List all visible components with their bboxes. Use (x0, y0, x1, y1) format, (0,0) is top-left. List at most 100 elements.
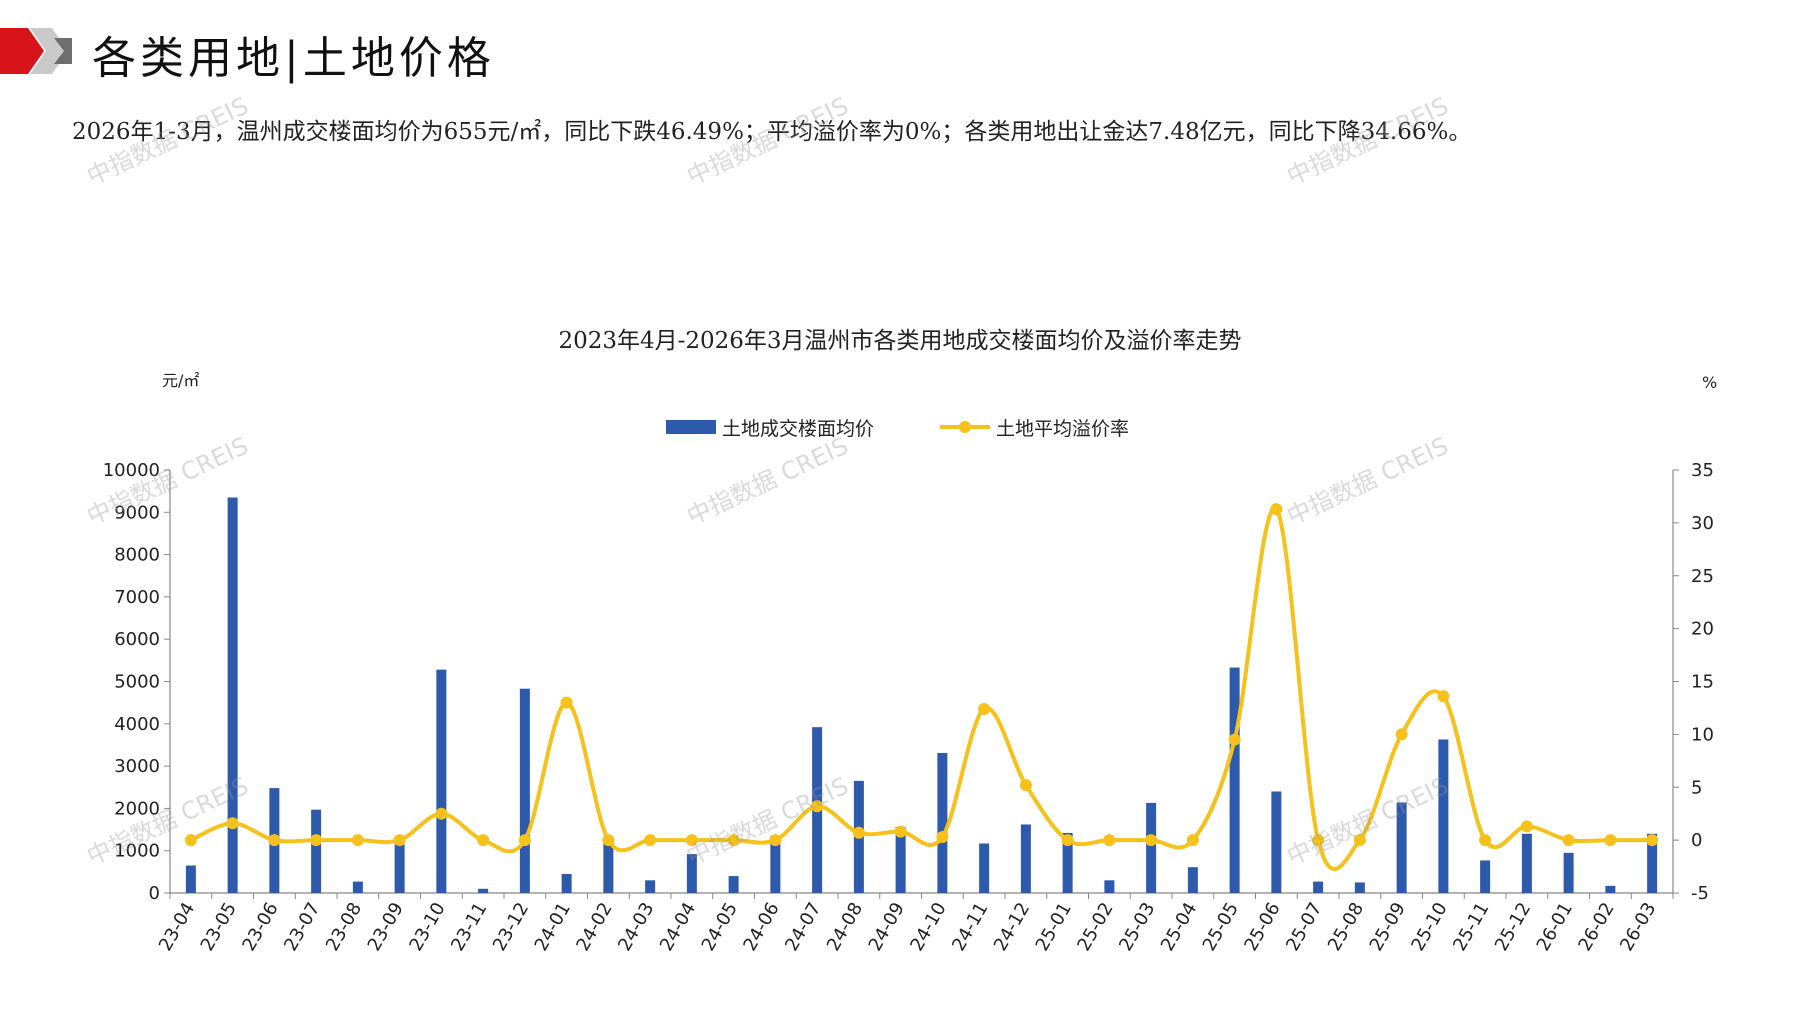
premium-rate-point (518, 834, 531, 847)
premium-rate-point (393, 834, 406, 847)
legend-bar-swatch (666, 420, 716, 434)
price-bar (185, 865, 196, 893)
price-bar (770, 835, 781, 893)
price-bar (519, 688, 530, 893)
price-bar (1354, 882, 1365, 893)
page-title: 各类用地|土地价格 (92, 33, 495, 84)
x-tick-label: 24-03 (614, 899, 658, 955)
x-tick-label: 25-03 (1115, 899, 1159, 955)
x-tick-label: 25-11 (1449, 899, 1493, 955)
right-tick-label: 15 (1691, 672, 1714, 693)
price-bar (1187, 867, 1198, 893)
x-tick-label: 25-09 (1366, 899, 1410, 955)
price-bar (478, 888, 489, 893)
premium-rate-point (978, 702, 991, 715)
price-bar (979, 843, 990, 893)
premium-rate-point (602, 834, 615, 847)
price-bar (1271, 791, 1282, 893)
premium-rate-point (1353, 834, 1366, 847)
premium-rate-point (477, 834, 490, 847)
premium-rate-point (184, 834, 197, 847)
left-tick-label: 5000 (114, 672, 160, 693)
premium-rate-point (226, 817, 239, 830)
x-tick-label: 25-07 (1282, 899, 1326, 955)
left-tick-label: 2000 (114, 798, 160, 819)
x-tick-label: 24-07 (781, 899, 825, 955)
price-bar (645, 880, 656, 893)
right-tick-label: 5 (1691, 777, 1702, 798)
price-bar (1396, 802, 1407, 893)
price-bar (1480, 860, 1491, 893)
premium-rate-point (435, 807, 448, 820)
x-tick-label: 24-10 (906, 899, 950, 955)
right-tick-label: 0 (1691, 830, 1702, 851)
x-tick-label: 25-05 (1199, 899, 1243, 955)
x-tick-label: 24-01 (531, 899, 575, 955)
right-tick-label: 25 (1691, 566, 1714, 587)
premium-rate-point (1019, 779, 1032, 792)
premium-rate-line (190, 506, 1653, 871)
legend-bar-label: 土地成交楼面均价 (722, 418, 874, 440)
price-bar (895, 827, 906, 893)
price-bar (352, 881, 363, 893)
summary-text: 2026年1-3月，温州成交楼面均价为655元/㎡，同比下跌46.49%；平均溢… (72, 119, 1472, 145)
left-tick-label: 10000 (103, 460, 160, 481)
premium-rate-point (1646, 834, 1659, 847)
price-bar (686, 854, 697, 893)
x-tick-label: 23-07 (280, 899, 324, 955)
legend: 土地成交楼面均价 土地平均溢价率 (666, 418, 1129, 440)
right-tick-label: -5 (1691, 883, 1709, 904)
price-bar (1521, 833, 1532, 893)
premium-rate-point (1186, 834, 1199, 847)
left-tick-label: 8000 (114, 545, 160, 566)
x-tick-label: 24-04 (656, 899, 700, 955)
premium-rate-point (1604, 834, 1617, 847)
x-tick-label: 24-08 (823, 899, 867, 955)
left-tick-label: 9000 (114, 502, 160, 523)
chart-title: 2023年4月-2026年3月温州市各类用地成交楼面均价及溢价率走势 (558, 328, 1241, 354)
price-bar (1062, 832, 1073, 893)
left-tick-label: 4000 (114, 714, 160, 735)
x-tick-label: 23-12 (489, 899, 533, 955)
price-bar (1647, 833, 1658, 893)
premium-rate-point (936, 830, 949, 843)
right-tick-label: 20 (1691, 619, 1714, 640)
premium-rate-point (1520, 820, 1533, 833)
x-tick-label: 24-05 (698, 899, 742, 955)
premium-rate-point (1395, 728, 1408, 741)
left-axis-unit: 元/㎡ (162, 371, 199, 390)
price-bar (311, 809, 322, 893)
premium-rate-point (351, 834, 364, 847)
x-tick-label: 23-10 (405, 899, 449, 955)
x-tick-label: 23-08 (322, 899, 366, 955)
plot-area: 0100020003000400050006000700080009000100… (103, 460, 1714, 955)
premium-rate-point (644, 834, 657, 847)
premium-rate-point (1061, 834, 1074, 847)
premium-rate-point (685, 834, 698, 847)
premium-rate-point (1312, 834, 1325, 847)
price-bar (1104, 880, 1115, 893)
premium-rate-point (1479, 834, 1492, 847)
x-tick-label: 26-02 (1574, 899, 1618, 955)
legend-line-marker (959, 421, 971, 433)
price-bar (436, 669, 447, 893)
price-bar (1146, 802, 1157, 893)
price-bar (937, 752, 948, 893)
premium-rate-point (1270, 503, 1283, 516)
x-tick-label: 25-08 (1324, 899, 1368, 955)
premium-rate-point (310, 834, 323, 847)
legend-line-label: 土地平均溢价率 (996, 418, 1129, 440)
x-tick-label: 24-06 (739, 899, 783, 955)
x-tick-label: 25-01 (1032, 899, 1076, 955)
premium-rate-point (1437, 690, 1450, 703)
x-tick-label: 25-04 (1157, 899, 1201, 955)
price-bar (1313, 881, 1324, 893)
premium-rate-point (1145, 834, 1158, 847)
header-arrow-icon (0, 28, 72, 74)
x-tick-label: 26-03 (1616, 899, 1660, 955)
premium-rate-point (852, 826, 865, 839)
price-bar (603, 842, 614, 893)
right-tick-label: 10 (1691, 724, 1714, 745)
x-tick-label: 23-05 (197, 899, 241, 955)
